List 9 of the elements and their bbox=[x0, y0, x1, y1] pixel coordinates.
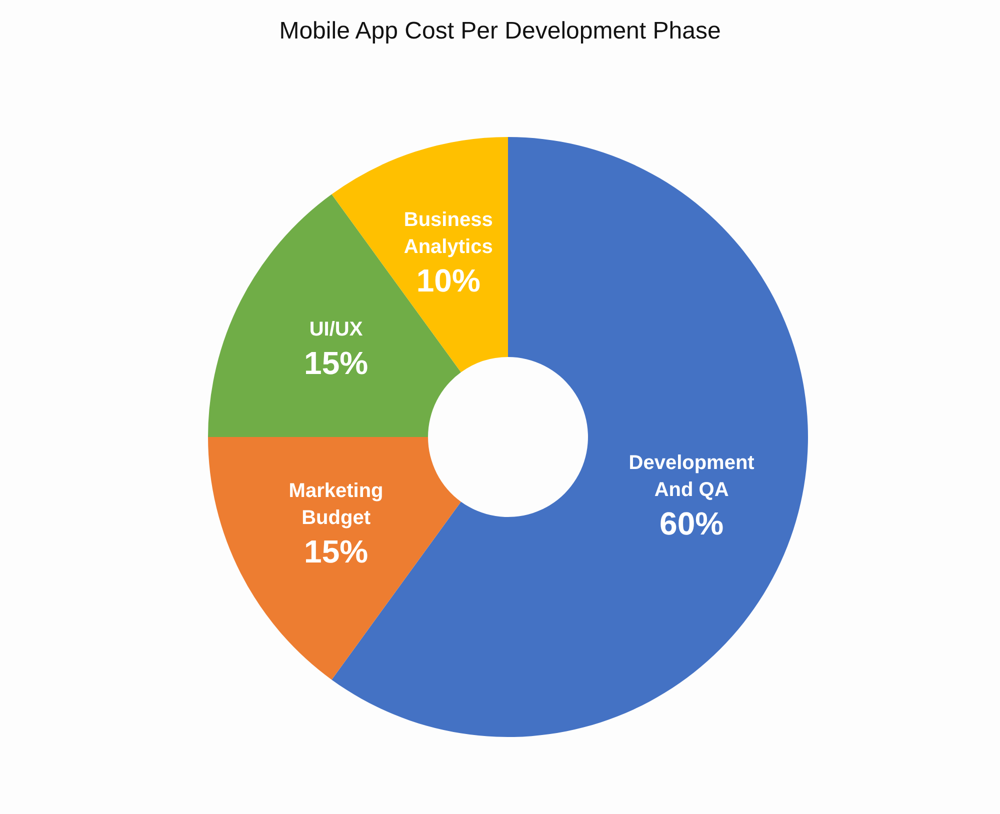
data-label: 60% bbox=[660, 506, 724, 542]
slice-label: UI/UX bbox=[309, 318, 364, 340]
slice-label: Business Analytics bbox=[404, 208, 493, 258]
slice-label: Marketing Budget bbox=[288, 480, 384, 530]
chart-title: Mobile App Cost Per Development Phase bbox=[279, 18, 721, 44]
slice-label: Development And QA bbox=[628, 452, 755, 502]
data-label: 15% bbox=[304, 534, 368, 570]
data-label: 15% bbox=[304, 344, 368, 381]
data-label: 10% bbox=[416, 262, 480, 298]
